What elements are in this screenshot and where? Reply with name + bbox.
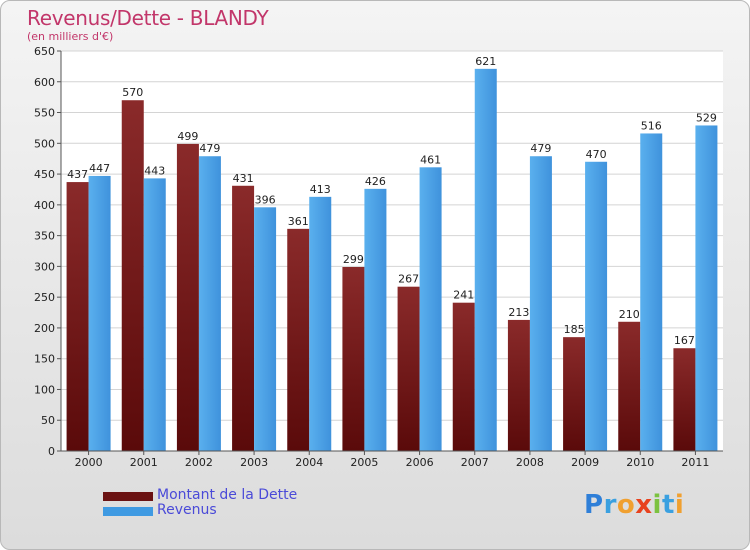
x-tick-label: 2004	[295, 456, 323, 469]
revenue-bar	[529, 156, 552, 451]
debt-bar-label: 437	[67, 168, 88, 181]
debt-bar	[121, 100, 144, 451]
y-tick-label: 0	[48, 445, 55, 458]
debt-bar	[397, 286, 420, 451]
x-tick-label: 2008	[516, 456, 544, 469]
debt-bar	[618, 321, 641, 451]
y-tick-label: 500	[34, 137, 55, 150]
revenue-bar	[474, 68, 497, 451]
debt-bar	[563, 337, 586, 451]
revenue-bar	[695, 125, 718, 451]
x-tick-label: 2006	[406, 456, 434, 469]
debt-bar-label: 213	[508, 306, 529, 319]
revenue-bar	[88, 175, 111, 451]
debt-bar	[673, 348, 696, 451]
y-tick-label: 350	[34, 230, 55, 243]
y-tick-label: 200	[34, 322, 55, 335]
debt-bar	[342, 267, 365, 451]
debt-bar-label: 210	[619, 308, 640, 321]
y-tick-label: 250	[34, 291, 55, 304]
revenue-bar	[143, 178, 166, 451]
y-tick-label: 550	[34, 107, 55, 120]
x-tick-label: 2005	[350, 456, 378, 469]
debt-bar-label: 431	[233, 172, 254, 185]
x-tick-label: 2007	[461, 456, 489, 469]
y-tick-label: 100	[34, 383, 55, 396]
x-tick-label: 2010	[626, 456, 654, 469]
chart-subtitle: (en milliers d'€)	[27, 30, 114, 43]
debt-bar-label: 185	[564, 323, 585, 336]
revenue-bar-label: 396	[255, 193, 276, 206]
revenue-bar-label: 621	[475, 55, 496, 68]
debt-bar-label: 241	[453, 289, 474, 302]
debt-bar	[66, 182, 89, 452]
debt-bar	[507, 319, 530, 451]
x-tick-label: 2000	[75, 456, 103, 469]
debt-bar-label: 499	[177, 130, 198, 143]
revenue-bar-label: 479	[199, 142, 220, 155]
revenue-bar-label: 426	[365, 175, 386, 188]
revenue-bar	[419, 167, 442, 452]
revenue-bar-label: 443	[144, 164, 165, 177]
revenue-bar-label: 447	[89, 162, 110, 175]
x-tick-label: 2002	[185, 456, 213, 469]
debt-bar	[232, 185, 255, 451]
y-tick-label: 600	[34, 76, 55, 89]
y-tick-label: 50	[41, 414, 55, 427]
x-tick-label: 2003	[240, 456, 268, 469]
revenue-bar-label: 529	[696, 111, 717, 124]
x-tick-label: 2001	[130, 456, 158, 469]
revenue-bar	[198, 156, 221, 451]
revenue-bar-label: 516	[641, 119, 662, 132]
y-tick-label: 400	[34, 199, 55, 212]
y-tick-label: 450	[34, 168, 55, 181]
debt-bar-label: 167	[674, 334, 695, 347]
y-tick-label: 300	[34, 260, 55, 273]
debt-bar-label: 361	[288, 215, 309, 228]
revenue-bar-label: 461	[420, 153, 441, 166]
revenue-bar-label: 470	[586, 148, 607, 161]
debt-bar-label: 299	[343, 253, 364, 266]
legend-swatch-debt	[103, 492, 153, 501]
revenue-bar-label: 479	[530, 142, 551, 155]
revenue-bar	[640, 133, 663, 451]
revenue-bar	[309, 196, 332, 451]
legend-label-debt: Montant de la Dette	[157, 487, 298, 503]
debt-bar	[452, 302, 475, 451]
y-tick-label: 650	[34, 45, 55, 58]
revenue-bar	[254, 207, 277, 451]
legend-swatch-revenue	[103, 507, 153, 516]
debt-bar-label: 570	[122, 86, 143, 99]
x-tick-label: 2009	[571, 456, 599, 469]
y-tick-label: 150	[34, 353, 55, 366]
x-tick-label: 2011	[681, 456, 709, 469]
proxiti-logo: Proxiti	[584, 490, 685, 520]
revenue-bar	[364, 188, 387, 451]
chart-title: Revenus/Dette - BLANDY	[27, 6, 269, 30]
debt-bar	[176, 143, 199, 451]
legend-label-revenue: Revenus	[157, 502, 217, 518]
debt-bar-label: 267	[398, 273, 419, 286]
debt-bar	[287, 228, 310, 451]
revenue-bar-label: 413	[310, 183, 331, 196]
plot-area	[61, 51, 723, 451]
revenue-bar	[585, 161, 608, 451]
